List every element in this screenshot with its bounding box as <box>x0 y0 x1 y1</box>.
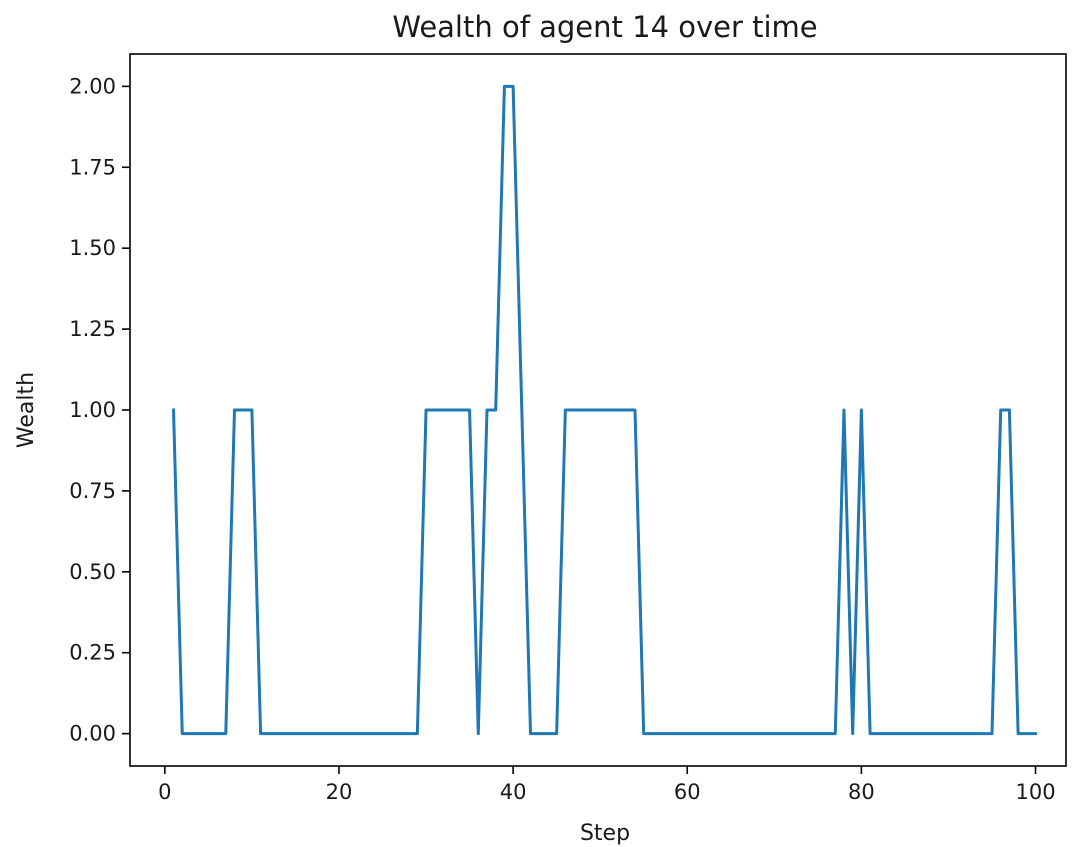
series-line <box>171 84 1038 736</box>
y-axis-label: Wealth <box>14 372 39 448</box>
y-tick-label: 2.00 <box>69 74 116 98</box>
chart-title: Wealth of agent 14 over time <box>392 10 817 44</box>
y-tick-label: 1.75 <box>69 155 116 179</box>
x-tick-label: 80 <box>848 780 875 804</box>
y-tick-label: 0.50 <box>69 560 116 584</box>
x-tick-label: 20 <box>326 780 353 804</box>
y-tick-label: 1.50 <box>69 236 116 260</box>
y-axis: 0.00 0.25 0.50 0.75 1.00 1.25 1.50 1.75 2.00 <box>69 74 130 746</box>
y-tick-label: 0.25 <box>69 641 116 665</box>
y-tick-label: 1.00 <box>69 398 116 422</box>
x-tick-label: 60 <box>674 780 701 804</box>
x-tick-label: 40 <box>500 780 527 804</box>
x-tick-label: 100 <box>1015 780 1055 804</box>
y-tick-label: 0.00 <box>69 722 116 746</box>
y-tick-label: 1.25 <box>69 317 116 341</box>
x-tick-label: 0 <box>158 780 171 804</box>
x-axis: 0 20 40 60 80 100 <box>158 766 1056 804</box>
y-tick-label: 0.75 <box>69 479 116 503</box>
x-axis-label: Step <box>580 821 630 846</box>
